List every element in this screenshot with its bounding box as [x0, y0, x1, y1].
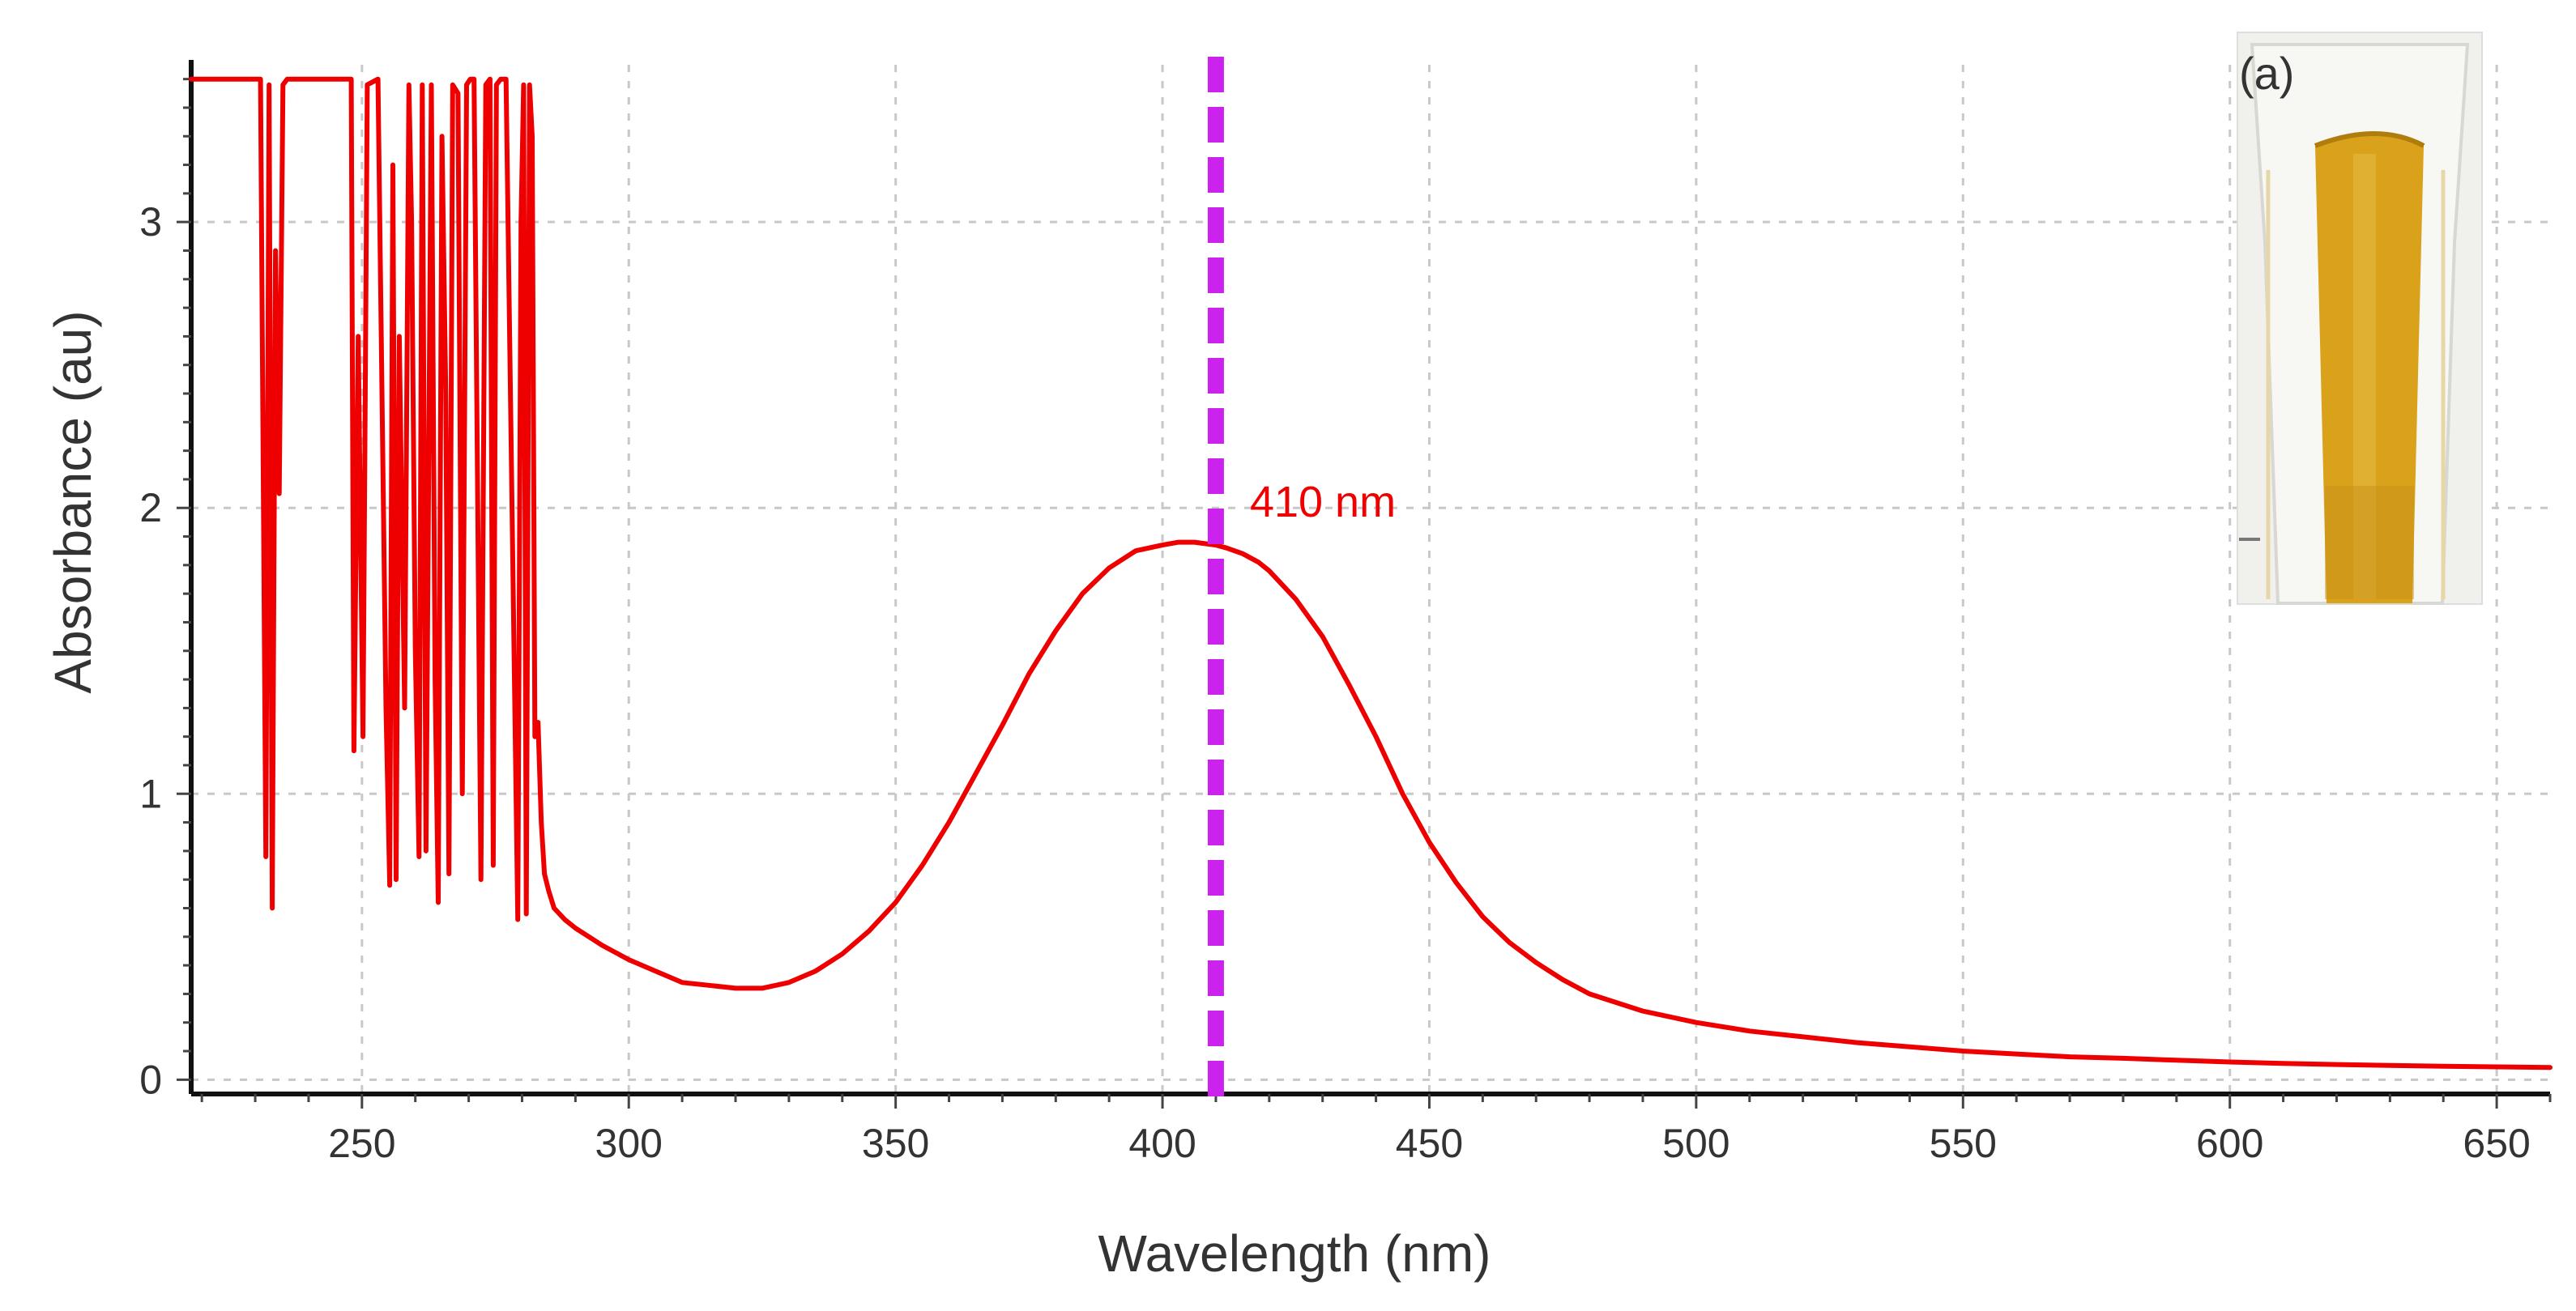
x-tick-label: 500 — [1662, 1121, 1729, 1166]
y-tick-label: 2 — [139, 485, 162, 530]
peak-label: 410 nm — [1250, 478, 1396, 526]
x-tick-label: 400 — [1128, 1121, 1196, 1166]
cuvette-photo-icon — [2237, 32, 2483, 605]
x-tick-label: 650 — [2463, 1121, 2530, 1166]
x-tick-label: 300 — [595, 1121, 663, 1166]
y-axis-title: Absorbance (au) — [44, 310, 102, 693]
y-tick-label: 1 — [139, 771, 162, 816]
x-axis-title: Wavelength (nm) — [1098, 1224, 1491, 1283]
grid — [191, 65, 2550, 1094]
inset-label: (a) — [2239, 48, 2294, 99]
y-ticks: 0 1 2 3 — [139, 199, 162, 1102]
series-layer — [189, 76, 2553, 1071]
x-tick-label: 350 — [862, 1121, 929, 1166]
x-ticks: 250 300 350 400 450 500 550 600 650 — [328, 1121, 2531, 1166]
x-tick-label: 250 — [328, 1121, 395, 1166]
x-tick-label: 450 — [1396, 1121, 1463, 1166]
y-tick-label: 0 — [139, 1057, 162, 1102]
annotation-layer: 410 nm — [1207, 57, 1396, 1099]
x-tick-label: 600 — [2196, 1121, 2263, 1166]
x-tick-label: 550 — [1930, 1121, 1997, 1166]
axes — [177, 60, 2552, 1109]
series-line-0 — [189, 76, 2553, 1071]
y-tick-label: 3 — [139, 199, 162, 245]
